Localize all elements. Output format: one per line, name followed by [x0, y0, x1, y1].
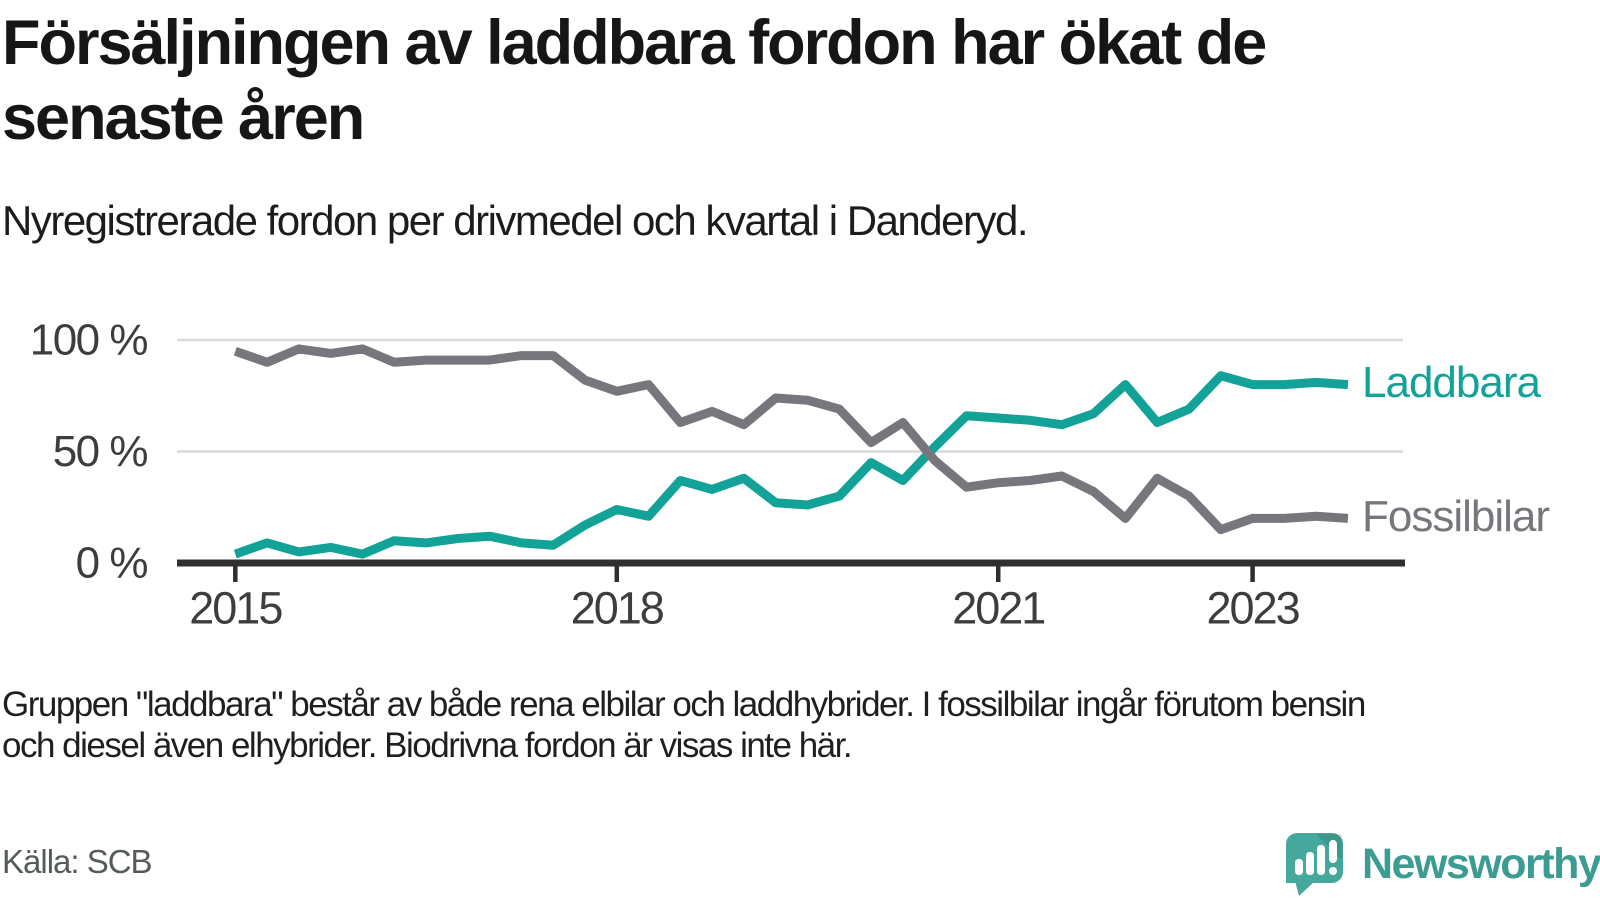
line-chart-canvas: 0 % 50 % 100 % 2015 2018 2021 2023 Laddbara Foss… [30, 316, 1551, 634]
newsworthy-logo: Newsworthy [1286, 832, 1600, 896]
logo-bar-small [1295, 859, 1303, 875]
chart-title-line-1: Försäljningen av laddbara fordon har öka… [2, 8, 1267, 78]
source-credit: Källa: SCB [2, 843, 153, 880]
series-line-fossilbilar [233, 344, 1349, 535]
x-axis-label-2018: 2018 [571, 583, 664, 634]
chart-title: Försäljningen av laddbara fordon har öka… [2, 6, 1562, 156]
x-axis-label-2021: 2021 [952, 583, 1044, 634]
x-axis-label-2015: 2015 [189, 583, 282, 634]
newsworthy-logo-text: Newsworthy [1362, 839, 1600, 888]
newsworthy-logo-icon [1286, 833, 1343, 896]
logo-bar-large [1317, 845, 1325, 875]
chart-subtitle: Nyregistrerade fordon per drivmedel och … [2, 197, 1029, 244]
footnote-line-1: Gruppen "laddbara" består av både rena e… [2, 685, 1366, 724]
x-axis-label-2023: 2023 [1207, 583, 1300, 634]
logo-exclamation-bar [1329, 840, 1337, 863]
chart-title-line-2: senaste åren [2, 83, 365, 153]
series-label-laddbara: Laddbara [1362, 358, 1541, 407]
series-label-fossilbilar: Fossilbilar [1362, 492, 1549, 541]
logo-tail [1295, 881, 1315, 896]
y-axis-label-50: 50 % [53, 427, 148, 476]
line-chart: 0 % 50 % 100 % 2015 2018 2021 2023 Laddbara Foss… [0, 295, 1600, 655]
y-axis-label-0: 0 % [76, 539, 148, 588]
series-line-laddbara [233, 371, 1349, 559]
logo-exclamation-dot [1329, 867, 1337, 875]
y-axis-label-100: 100 % [30, 316, 148, 365]
logo-bar-medium [1306, 852, 1314, 875]
footnote: Gruppen "laddbara" består av både rena e… [2, 684, 1572, 766]
footnote-line-2: och diesel även elhybrider. Biodrivna fo… [2, 726, 853, 765]
